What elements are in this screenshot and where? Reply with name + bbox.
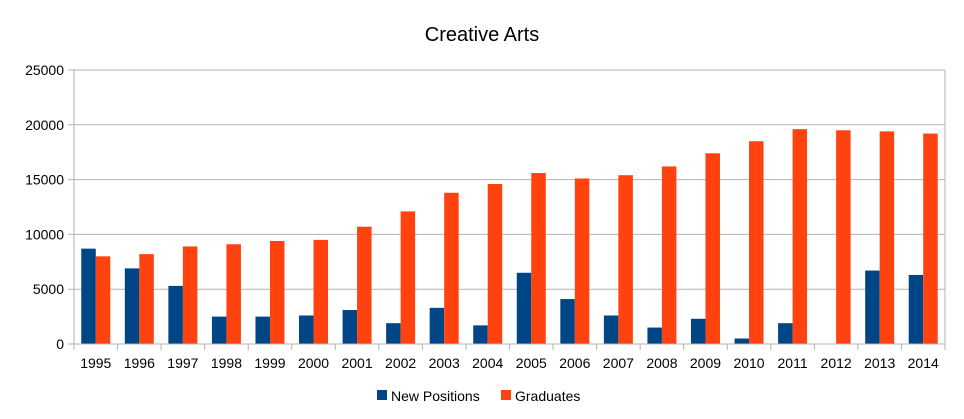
x-tick-label: 1996 [124, 355, 155, 371]
bar-new-positions [211, 316, 227, 344]
bar-new-positions [908, 274, 924, 344]
bar-new-positions [255, 316, 270, 344]
bar-graduates [836, 130, 851, 344]
y-tick-label: 5000 [33, 281, 64, 297]
grid [68, 69, 946, 345]
bar-graduates [226, 244, 241, 344]
bar-graduates [139, 254, 154, 344]
bar-graduates [313, 239, 329, 344]
bar-graduates [357, 226, 372, 344]
y-tick-label: 20000 [25, 117, 64, 133]
bar-new-positions [473, 325, 488, 344]
bar-graduates [95, 256, 111, 344]
chart-title: Creative Arts [425, 24, 539, 46]
bar-new-positions [690, 318, 706, 344]
bar-new-positions [603, 315, 619, 344]
x-tick-label: 1998 [211, 355, 242, 371]
x-tick-label: 2014 [908, 355, 939, 371]
bar-graduates [705, 153, 720, 344]
x-tick-label: 2000 [298, 355, 329, 371]
legend-swatch [501, 390, 511, 400]
x-tick-label: 2004 [472, 355, 503, 371]
bar-graduates [531, 173, 546, 344]
x-tick-label: 2011 [778, 355, 808, 371]
bars [81, 129, 938, 344]
bar-new-positions [865, 270, 880, 344]
bar-graduates [269, 240, 285, 344]
bar-graduates [400, 211, 416, 344]
x-tick-label: 2012 [821, 355, 852, 371]
legend-label: Graduates [515, 388, 580, 404]
x-tick-label: 2005 [516, 355, 547, 371]
bar-graduates [182, 246, 198, 344]
bar-new-positions [168, 285, 183, 344]
x-tick-label: 2008 [646, 355, 677, 371]
y-tick-label: 25000 [25, 62, 64, 78]
bar-graduates [923, 133, 938, 344]
y-tick-label: 15000 [25, 172, 64, 188]
bar-graduates [574, 178, 590, 344]
x-tick-label: 2009 [690, 355, 721, 371]
x-tick-label: 2006 [559, 355, 590, 371]
x-tick-label: 2003 [429, 355, 460, 371]
x-axis-ticks: 1995 1996 1997 1998 1999 2000 2001 2002 2003 2004… [68, 343, 946, 371]
bar-new-positions [342, 310, 358, 344]
bar-new-positions [516, 272, 532, 344]
x-tick-label: 2010 [733, 355, 764, 371]
x-tick-label: 2013 [864, 355, 895, 371]
bar-graduates [792, 129, 808, 344]
legend: New Positions Graduates [377, 388, 580, 404]
x-tick-label: 2002 [385, 355, 416, 371]
bar-new-positions [647, 327, 662, 344]
bar-graduates [618, 175, 633, 344]
bar-new-positions [560, 299, 575, 344]
x-tick-label: 1997 [167, 355, 198, 371]
bar-new-positions [81, 248, 96, 344]
bar-new-positions [734, 338, 750, 344]
legend-swatch [377, 390, 387, 400]
bar-new-positions [386, 323, 401, 344]
y-axis-ticks: 0 5000 10000 15000 20000 25000 [25, 62, 64, 352]
y-tick-label: 0 [56, 336, 64, 352]
bar-graduates [487, 183, 503, 344]
bar-graduates [879, 131, 895, 344]
y-tick-label: 10000 [25, 226, 64, 242]
bar-graduates [661, 166, 677, 344]
x-tick-label: 2007 [603, 355, 634, 371]
bar-new-positions [778, 323, 793, 344]
x-tick-label: 1999 [254, 355, 285, 371]
legend-label: New Positions [391, 388, 480, 404]
bar-graduates [749, 141, 764, 344]
bar-new-positions [124, 268, 140, 344]
bar-new-positions [429, 307, 445, 344]
bar-new-positions [299, 315, 314, 344]
x-tick-label: 1995 [80, 355, 111, 371]
x-tick-label: 2001 [341, 355, 372, 371]
bar-graduates [444, 192, 459, 344]
